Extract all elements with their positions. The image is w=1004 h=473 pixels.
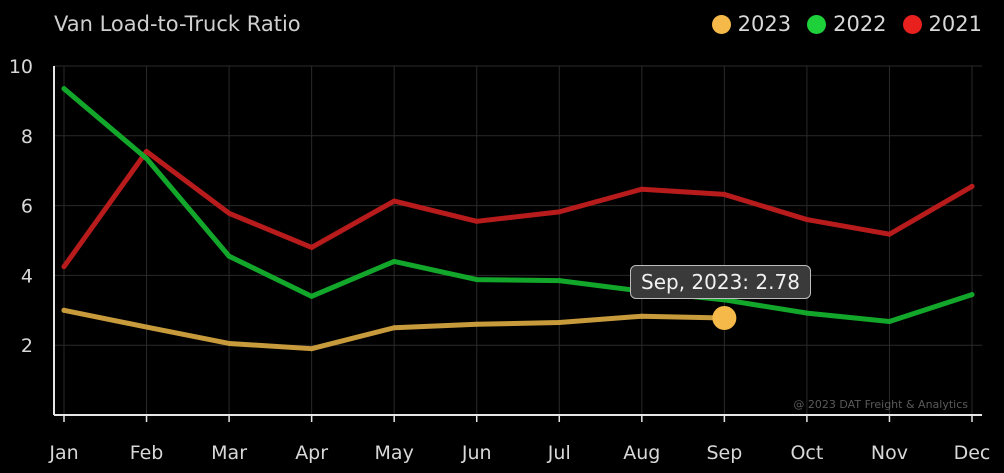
data-point-2021 [556,209,562,215]
data-point-2023 [144,324,150,330]
data-point-2021 [391,198,397,204]
y-tick-label: 2 [21,335,33,357]
series-line-2021 [61,149,975,270]
data-point-2022 [556,278,562,284]
x-tick-label: Jan [48,442,78,464]
data-point-2023 [61,307,67,313]
y-tick-label: 8 [21,126,33,148]
y-tick-label: 6 [21,196,33,218]
legend-item-2022[interactable]: 2022 [807,12,887,36]
x-tick-label: Jul [547,442,571,464]
legend-item-2021[interactable]: 2021 [902,12,982,36]
x-tick-label: Aug [623,442,660,464]
series-line-2022 [61,86,975,324]
legend-swatch [711,14,731,34]
highlighted-data-point [712,305,737,330]
chart-legend: 2023 2022 2021 [711,12,982,36]
data-point-2022 [61,86,67,92]
credit-text: @ 2023 DAT Freight & Analytics [793,398,968,411]
data-point-2022 [144,155,150,161]
data-point-2022 [309,293,315,299]
data-point-2023 [639,313,645,319]
data-point-2021 [721,191,727,197]
legend-label: 2023 [737,12,792,36]
data-point-2023 [226,340,232,346]
legend-swatch [902,14,922,34]
data-point-2022 [969,292,975,298]
legend-label: 2022 [833,12,887,36]
data-point-2023 [474,321,480,327]
data-point-2022 [226,253,232,259]
x-tick-label: May [375,442,414,464]
data-point-2023 [556,320,562,326]
x-tick-label: Dec [954,442,991,464]
data-point-2022 [804,310,810,316]
data-point-2022 [886,318,892,324]
data-point-2021 [474,218,480,224]
x-tick-label: Mar [211,442,247,464]
x-tick-label: Jun [461,442,492,464]
data-point-2022 [474,277,480,283]
data-point-2021 [144,149,150,155]
y-tick-label: 10 [9,56,33,78]
data-tooltip: Sep, 2023: 2.78 [630,265,811,299]
data-point-2021 [309,244,315,250]
data-point-2021 [886,231,892,237]
legend-label: 2021 [928,12,982,36]
data-point-2021 [61,264,67,270]
data-point-2022 [391,258,397,264]
data-point-2021 [639,186,645,192]
data-point-2021 [226,210,232,216]
x-tick-label: Oct [790,442,823,464]
legend-swatch [807,14,827,34]
y-tick-label: 4 [21,265,33,287]
x-tick-label: Feb [130,442,164,464]
chart-title: Van Load-to-Truck Ratio [54,12,301,36]
legend-item-2023[interactable]: 2023 [711,12,792,36]
data-point-2023 [309,346,315,352]
x-tick-label: Sep [706,442,742,464]
data-point-2021 [969,183,975,189]
data-point-2023 [391,325,397,331]
x-tick-label: Nov [871,442,908,464]
x-tick-label: Apr [295,442,328,464]
data-point-2021 [804,217,810,223]
